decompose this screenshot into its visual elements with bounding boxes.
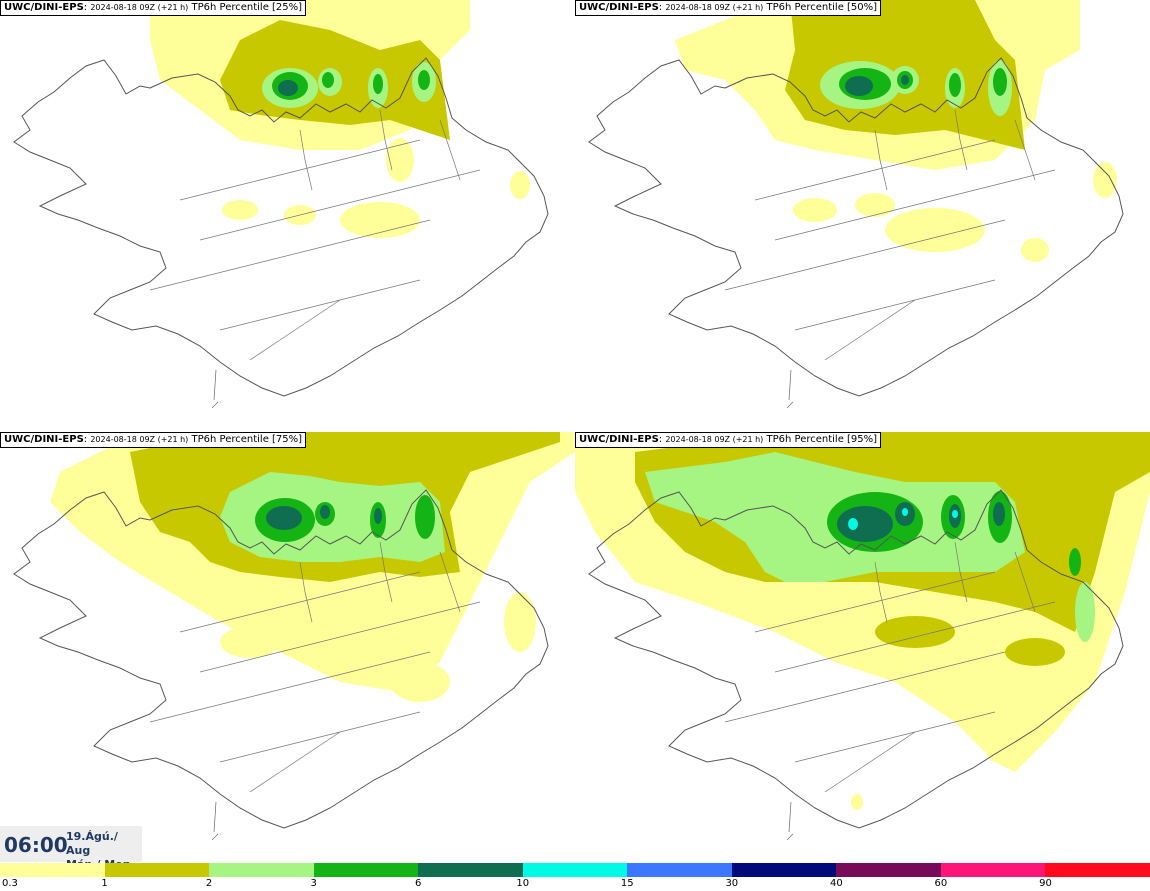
legend-swatch bbox=[418, 863, 524, 877]
field-name: TP6h Percentile [25%] bbox=[191, 2, 303, 13]
run-time: 2024-08-18 09Z (+21 h) bbox=[90, 3, 189, 12]
legend-tick-label: 1 bbox=[101, 878, 108, 889]
precip-patch bbox=[1021, 238, 1049, 262]
model-name: UWC/DINI-EPS bbox=[4, 2, 84, 13]
precip-patch bbox=[220, 626, 280, 658]
precip-core-cyan bbox=[952, 510, 958, 518]
precip-patch-olive bbox=[1005, 638, 1065, 666]
legend-tick-label: 0.3 bbox=[2, 878, 18, 889]
field-name: TP6h Percentile [50%] bbox=[766, 2, 878, 13]
precip-core-green bbox=[1069, 548, 1081, 576]
model-name: UWC/DINI-EPS bbox=[4, 434, 84, 445]
precip-core-light-green bbox=[1075, 582, 1095, 642]
run-time: 2024-08-18 09Z (+21 h) bbox=[665, 435, 764, 444]
precip-patch bbox=[340, 202, 420, 238]
precip-core-dark-green bbox=[837, 506, 893, 542]
run-time: 2024-08-18 09Z (+21 h) bbox=[665, 3, 764, 12]
legend-tick-label: 40 bbox=[829, 878, 843, 889]
field-name: TP6h Percentile [75%] bbox=[191, 434, 303, 445]
legend-tick-label: 15 bbox=[620, 878, 634, 889]
map-panel-75: UWC/DINI-EPS: 2024-08-18 09Z (+21 h) TP6… bbox=[0, 432, 575, 864]
model-name: UWC/DINI-EPS bbox=[579, 434, 659, 445]
precip-patch bbox=[793, 198, 837, 222]
panel-title: UWC/DINI-EPS: 2024-08-18 09Z (+21 h) TP6… bbox=[0, 432, 307, 448]
legend-tick-label: 10 bbox=[516, 878, 530, 889]
precip-core-cyan bbox=[848, 518, 858, 530]
precip-core-dark-green bbox=[266, 506, 302, 530]
legend-tick-label: 3 bbox=[310, 878, 317, 889]
precip-patch bbox=[390, 662, 450, 702]
precip-patch-olive bbox=[875, 616, 955, 648]
field-name: TP6h Percentile [95%] bbox=[766, 434, 878, 445]
precip-patch bbox=[855, 193, 895, 217]
legend-tick-label: 60 bbox=[934, 878, 948, 889]
valid-time-box: 06:00 19.Ágú./ Aug Mán./ Mon bbox=[0, 826, 142, 871]
precip-patch bbox=[504, 592, 536, 652]
precip-core-dark-green bbox=[845, 76, 873, 96]
run-time: 2024-08-18 09Z (+21 h) bbox=[90, 435, 189, 444]
legend-swatch bbox=[0, 863, 106, 877]
model-name: UWC/DINI-EPS bbox=[579, 2, 659, 13]
legend-swatch bbox=[627, 863, 733, 877]
precip-patch bbox=[885, 208, 985, 252]
precip-core-cyan bbox=[902, 508, 908, 516]
legend-tick-label: 2 bbox=[205, 878, 213, 889]
legend-swatch bbox=[731, 863, 837, 877]
legend-swatch bbox=[1045, 863, 1150, 877]
legend-swatch bbox=[104, 863, 210, 877]
panel-title: UWC/DINI-EPS: 2024-08-18 09Z (+21 h) TP6… bbox=[0, 0, 307, 16]
precip-core-green bbox=[322, 72, 334, 88]
legend-tick-label: 6 bbox=[414, 878, 422, 889]
precip-patch bbox=[386, 138, 414, 182]
legend-swatch bbox=[313, 863, 419, 877]
precip-core-green bbox=[949, 73, 961, 97]
precip-core-dark-green bbox=[993, 502, 1005, 526]
panel-title: UWC/DINI-EPS: 2024-08-18 09Z (+21 h) TP6… bbox=[575, 0, 882, 16]
precip-core-dark-green bbox=[278, 80, 298, 96]
map-panel-50: UWC/DINI-EPS: 2024-08-18 09Z (+21 h) TP6… bbox=[575, 0, 1150, 432]
valid-time: 06:00 bbox=[4, 833, 68, 857]
precip-map-50 bbox=[588, 0, 1124, 409]
map-panel-95: UWC/DINI-EPS: 2024-08-18 09Z (+21 h) TP6… bbox=[575, 432, 1150, 864]
legend-tick-label: 30 bbox=[725, 878, 739, 889]
precip-map-75 bbox=[13, 432, 575, 841]
map-panel-25: UWC/DINI-EPS: 2024-08-18 09Z (+21 h) TP6… bbox=[0, 0, 575, 432]
precip-core-green bbox=[373, 74, 383, 94]
valid-date-line: 19.Ágú./ Aug bbox=[66, 830, 118, 857]
legend-swatch bbox=[209, 863, 315, 877]
precip-patch bbox=[851, 794, 863, 810]
precip-core-green bbox=[415, 495, 435, 539]
legend-tick-label: 90 bbox=[1039, 878, 1052, 889]
color-legend: 0.3 1 2 3 6 10 15 30 40 60 90 bbox=[0, 862, 1150, 891]
precip-core-dark-green bbox=[374, 508, 382, 524]
legend-swatch bbox=[522, 863, 628, 877]
precip-map-25 bbox=[13, 0, 549, 409]
precip-core-green bbox=[993, 68, 1007, 96]
precip-patch bbox=[222, 200, 258, 220]
precip-map-95 bbox=[575, 432, 1150, 841]
precip-core-dark-green bbox=[901, 75, 909, 85]
legend-swatch bbox=[940, 863, 1046, 877]
legend-swatch bbox=[836, 863, 942, 877]
precip-patch bbox=[1093, 162, 1117, 198]
precip-core-dark-green bbox=[320, 505, 330, 519]
precip-patch bbox=[510, 171, 530, 199]
precip-patch bbox=[987, 744, 1023, 764]
panel-title: UWC/DINI-EPS: 2024-08-18 09Z (+21 h) TP6… bbox=[575, 432, 882, 448]
precip-core-green bbox=[418, 70, 430, 90]
